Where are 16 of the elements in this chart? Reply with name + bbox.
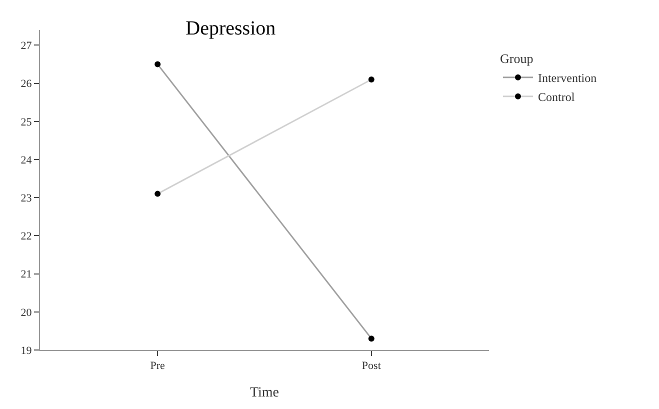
x-axis-title: Time [250,386,280,400]
x-tick-label: Pre [150,360,166,372]
x-tick-label: Post [362,360,381,372]
legend-title: Group [500,50,534,66]
y-tick-label: 26 [20,78,32,90]
y-tick-label: 21 [20,268,32,281]
legend-label: Intervention [538,71,597,86]
y-tick-label: 25 [20,116,32,128]
y-tick-label: 24 [20,154,32,166]
chart-title: Depression [186,17,276,40]
y-tick-label: 23 [20,192,32,204]
y-tick-label: 22 [20,230,32,243]
y-tick-label: 27 [20,40,32,52]
legend-label: Control [538,90,576,104]
y-tick-label: 19 [20,344,32,357]
y-tick-label: 20 [20,306,32,319]
